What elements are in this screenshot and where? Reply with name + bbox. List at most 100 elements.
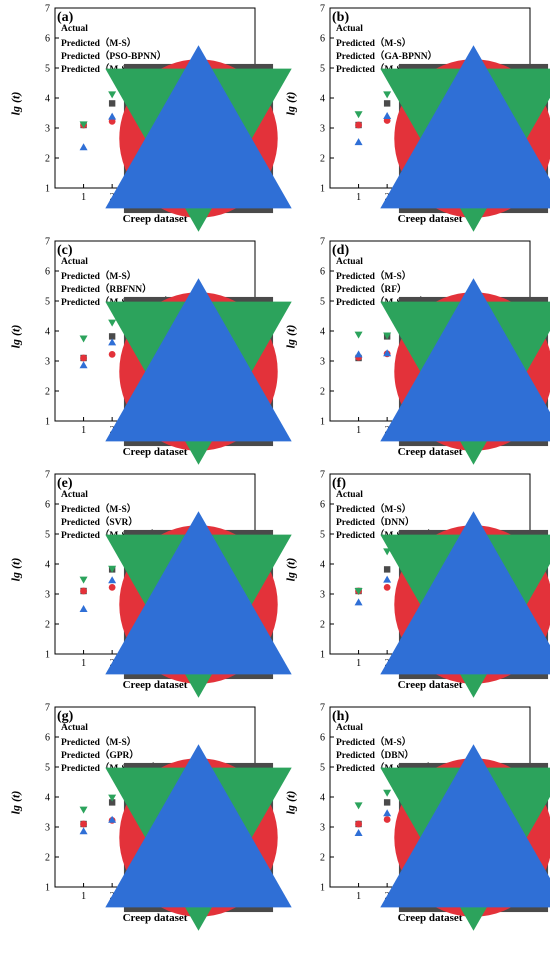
y-tick-label: 5	[320, 297, 325, 308]
data-point-hybrid	[79, 361, 88, 369]
data-point-model	[108, 91, 117, 99]
data-point-ms	[80, 587, 87, 595]
legend-marker-hybrid	[105, 511, 292, 675]
y-tick-label: 1	[45, 883, 50, 894]
y-tick-label: 2	[320, 853, 325, 864]
data-point-ms	[383, 816, 391, 823]
y-tick-label: 6	[45, 500, 50, 511]
data-point-model	[383, 332, 392, 340]
y-tick-label: 7	[45, 4, 50, 15]
x-tick-label: 1	[81, 192, 86, 203]
data-point-model	[383, 789, 392, 797]
legend-label: Predicted（M-S）	[336, 38, 412, 49]
data-point-actual	[383, 799, 391, 806]
y-tick-label: 1	[320, 650, 325, 661]
legend-label: Actual	[61, 23, 88, 34]
y-tick-label: 4	[45, 560, 50, 571]
legend-label: Predicted（RBFNN）	[61, 284, 152, 295]
data-point-hybrid	[354, 598, 363, 606]
y-axis-label: lg (t)	[6, 783, 23, 823]
y-tick-label: 2	[45, 387, 50, 398]
y-tick-label: 4	[320, 327, 325, 338]
y-tick-label: 4	[45, 793, 50, 804]
y-tick-label: 1	[45, 650, 50, 661]
y-tick-label: 2	[320, 620, 325, 631]
data-point-ms	[355, 121, 362, 129]
panel-label: (e)	[57, 476, 73, 491]
y-axis-label: lg (t)	[281, 783, 298, 823]
legend-label: Predicted（M-S）	[61, 504, 137, 515]
y-axis-label-text: lg (t)	[283, 790, 298, 815]
panel-label: (h)	[332, 709, 350, 724]
y-tick-label: 5	[45, 763, 50, 774]
y-tick-label: 6	[45, 34, 50, 45]
data-point-hybrid	[108, 112, 117, 120]
data-point-actual	[383, 566, 391, 573]
legend-label: Predicted（M-S）	[61, 737, 137, 748]
legend-label: Predicted（GA-BPNN）	[336, 51, 438, 62]
y-tick-label: 7	[320, 4, 325, 15]
y-axis-label: lg (t)	[281, 84, 298, 124]
data-point-ms	[80, 820, 87, 828]
data-point-ms	[80, 354, 87, 362]
y-axis-label-text: lg (t)	[283, 91, 298, 116]
data-point-model	[79, 335, 88, 343]
data-point-hybrid	[79, 827, 88, 835]
chart-panel: 1234567123456(e)lg (t)Creep datasetActua…	[0, 466, 292, 699]
chart-panel: 1234567123456(a)lg (t)Creep datasetActua…	[0, 0, 292, 233]
y-tick-label: 3	[45, 357, 50, 368]
y-tick-label: 2	[320, 154, 325, 165]
legend-label: Actual	[336, 256, 363, 267]
y-axis-label: lg (t)	[6, 550, 23, 590]
x-axis-label: Creep dataset	[122, 912, 188, 924]
y-tick-label: 5	[45, 530, 50, 541]
legend-label: Actual	[61, 722, 88, 733]
data-point-hybrid	[383, 575, 392, 583]
legend-item: Predicted（M-S+GPR）	[61, 744, 292, 908]
y-tick-label: 4	[320, 793, 325, 804]
panel-label: (c)	[57, 243, 73, 258]
legend-label: Predicted（RF）	[336, 284, 407, 295]
y-tick-label: 3	[45, 124, 50, 135]
legend-label: Actual	[336, 23, 363, 34]
data-point-hybrid	[108, 338, 117, 346]
data-point-hybrid	[108, 815, 117, 823]
y-tick-label: 7	[45, 237, 50, 248]
y-tick-label: 7	[320, 470, 325, 481]
panel-label: (g)	[57, 709, 74, 724]
y-tick-label: 7	[320, 703, 325, 714]
legend: Actual Predicted（M-S） Predicted（GA-BPNN）Pr…	[336, 22, 550, 232]
data-point-actual	[108, 799, 116, 806]
data-point-model	[108, 319, 117, 327]
y-tick-label: 2	[320, 387, 325, 398]
data-point-model	[79, 806, 88, 814]
data-point-hybrid	[354, 829, 363, 836]
chart-panel: 1234567123456(f)lg (t)Creep datasetActua…	[275, 466, 550, 699]
data-point-ms	[108, 584, 116, 591]
legend-marker-hybrid	[380, 278, 550, 442]
legend-item: Predicted（M-S+DNN）	[336, 511, 550, 675]
data-point-model	[79, 576, 88, 584]
x-tick-label: 1	[356, 891, 361, 902]
y-axis-label: lg (t)	[6, 317, 23, 357]
data-point-ms	[383, 584, 391, 591]
data-point-model	[354, 331, 363, 339]
data-point-model	[354, 111, 363, 119]
y-tick-label: 3	[320, 124, 325, 135]
y-tick-label: 2	[45, 620, 50, 631]
data-point-hybrid	[383, 112, 392, 119]
y-tick-label: 6	[320, 733, 325, 744]
legend-item: Predicted（M-S+PSO-BPNN）	[61, 45, 292, 209]
legend-item: Predicted（M-S+RBFNN）	[61, 278, 292, 442]
legend-label: Predicted（M-S）	[61, 271, 137, 282]
legend: Actual Predicted（M-S） Predicted（SVR）Predic…	[61, 488, 292, 698]
legend-marker-hybrid	[105, 744, 292, 908]
legend-label: Actual	[336, 722, 363, 733]
legend-label: Predicted（PSO-BPNN）	[61, 51, 167, 62]
y-tick-label: 4	[45, 94, 50, 105]
x-tick-label: 1	[356, 425, 361, 436]
legend: Actual Predicted（M-S） Predicted（RBFNN）Pred…	[61, 255, 292, 465]
data-point-model	[108, 794, 117, 802]
y-axis-label: lg (t)	[281, 550, 298, 590]
legend-label: Actual	[61, 489, 88, 500]
